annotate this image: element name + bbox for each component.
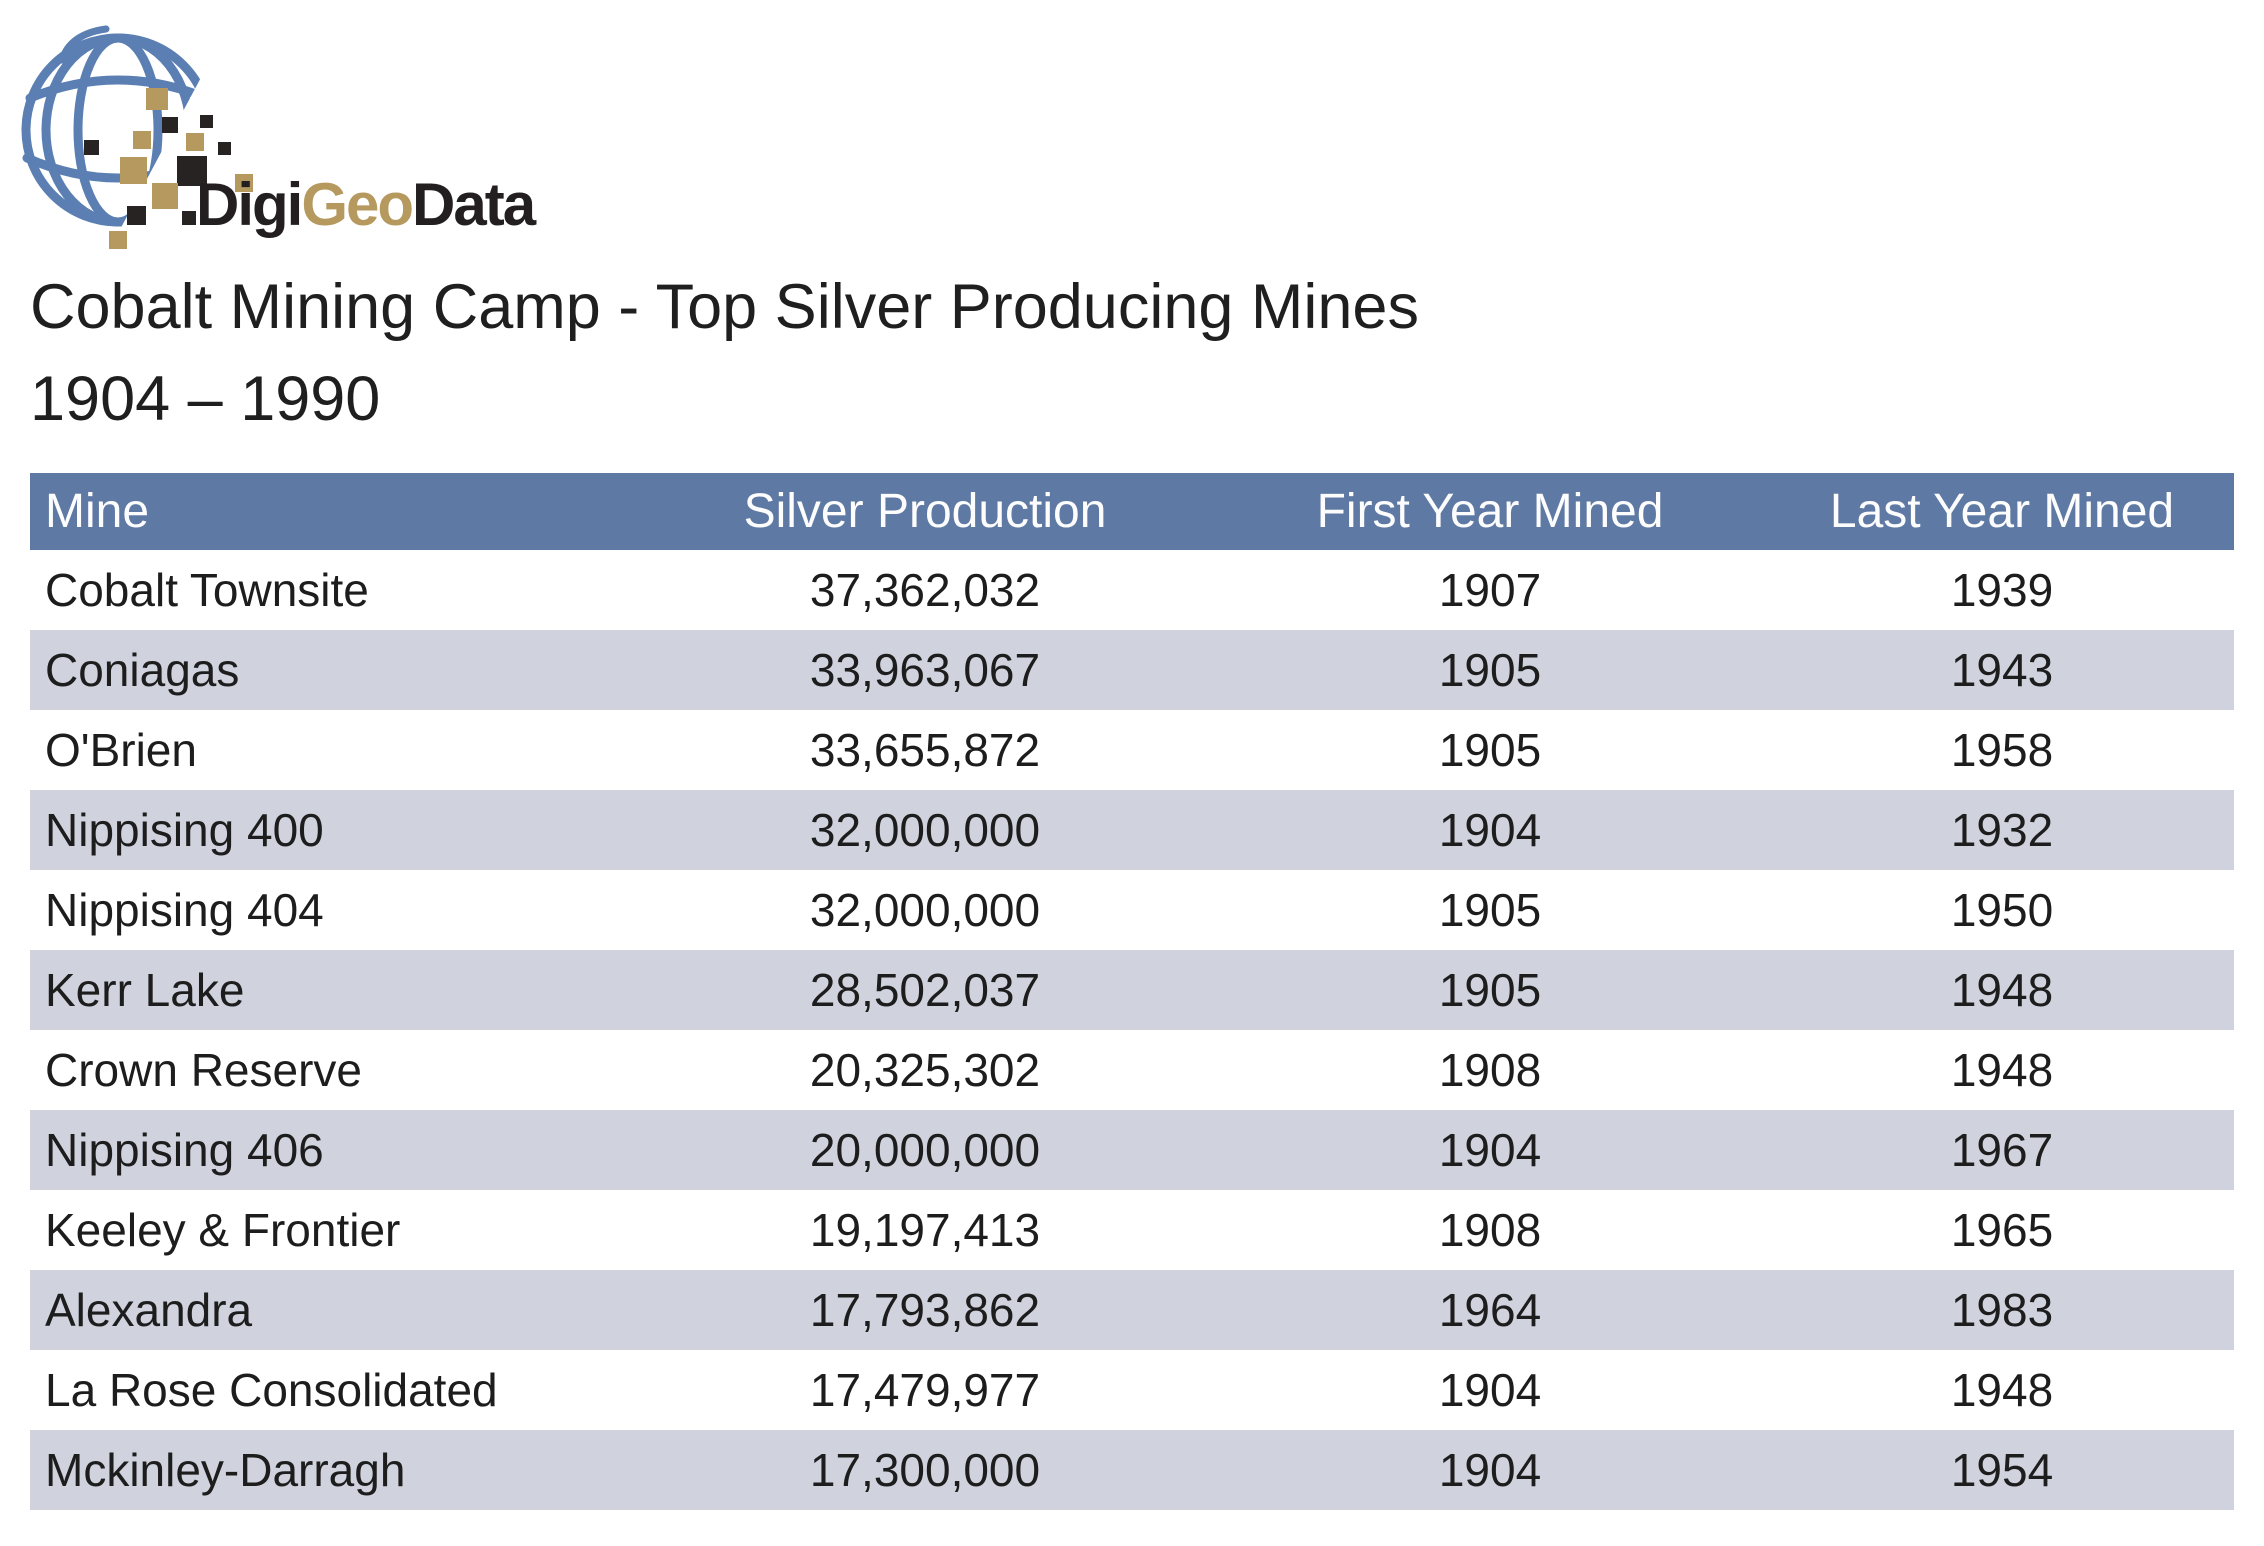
page-title: Cobalt Mining Camp - Top Silver Producin… (30, 272, 1419, 342)
brand-part-digi: Digi (196, 171, 303, 238)
mine-cell: Alexandra (45, 1284, 253, 1336)
last-year-cell: 1983 (1950, 1284, 2054, 1336)
first-year-cell: 1908 (1438, 1044, 1542, 1096)
table-row: Kerr Lake 28,502,037 1905 1948 (30, 950, 2234, 1030)
table-header-row: Mine Silver Production First Year Mined … (30, 473, 2234, 550)
production-cell: 20,325,302 (809, 1044, 1041, 1096)
silver-production-table: Mine Silver Production First Year Mined … (30, 473, 2234, 1510)
last-year-cell: 1950 (1950, 884, 2054, 936)
first-year-cell: 1964 (1438, 1284, 1542, 1336)
production-cell: 17,479,977 (809, 1364, 1041, 1416)
brand-part-data: Data (412, 171, 536, 238)
first-year-cell: 1904 (1438, 1444, 1542, 1496)
mine-cell: Nippising 400 (45, 804, 324, 856)
column-header-mine: Mine (45, 485, 150, 538)
column-header-first-year: First Year Mined (1316, 485, 1664, 538)
last-year-cell: 1932 (1950, 804, 2054, 856)
first-year-cell: 1904 (1438, 804, 1542, 856)
production-cell: 28,502,037 (809, 964, 1041, 1016)
mine-cell: Mckinley-Darragh (45, 1444, 406, 1496)
last-year-cell: 1939 (1950, 564, 2054, 616)
production-cell: 20,000,000 (809, 1124, 1041, 1176)
mine-cell: Cobalt Townsite (45, 564, 369, 616)
last-year-cell: 1958 (1950, 724, 2054, 776)
table-row: Nippising 400 32,000,000 1904 1932 (30, 790, 2234, 870)
mine-cell: Keeley & Frontier (45, 1204, 401, 1256)
last-year-cell: 1948 (1950, 1364, 2054, 1416)
production-cell: 32,000,000 (809, 804, 1041, 856)
production-cell: 17,300,000 (809, 1444, 1041, 1496)
last-year-cell: 1948 (1950, 1044, 2054, 1096)
mine-cell: Crown Reserve (45, 1044, 362, 1096)
first-year-cell: 1905 (1438, 724, 1542, 776)
table-row: Coniagas 33,963,067 1905 1943 (30, 630, 2234, 710)
last-year-cell: 1965 (1950, 1204, 2054, 1256)
table-row: Keeley & Frontier 19,197,413 1908 1965 (30, 1190, 2234, 1270)
first-year-cell: 1905 (1438, 644, 1542, 696)
last-year-cell: 1948 (1950, 964, 2054, 1016)
table-row: Nippising 404 32,000,000 1905 1950 (30, 870, 2234, 950)
table-row: Cobalt Townsite 37,362,032 1907 1939 (30, 550, 2234, 630)
table-row: La Rose Consolidated 17,479,977 1904 194… (30, 1350, 2234, 1430)
first-year-cell: 1904 (1438, 1364, 1542, 1416)
column-header-last-year: Last Year Mined (1829, 485, 2175, 538)
mine-cell: Coniagas (45, 644, 240, 696)
mine-cell: Kerr Lake (45, 964, 245, 1016)
pixel-mosaic-icon (84, 88, 253, 249)
production-cell: 19,197,413 (809, 1204, 1041, 1256)
mine-cell: Nippising 404 (45, 884, 324, 936)
first-year-cell: 1905 (1438, 884, 1542, 936)
production-cell: 33,963,067 (809, 644, 1041, 696)
production-cell: 17,793,862 (809, 1284, 1041, 1336)
mine-cell: Nippising 406 (45, 1124, 324, 1176)
production-cell: 37,362,032 (809, 564, 1041, 616)
first-year-cell: 1904 (1438, 1124, 1542, 1176)
first-year-cell: 1905 (1438, 964, 1542, 1016)
table-row: Nippising 406 20,000,000 1904 1967 (30, 1110, 2234, 1190)
column-header-production: Silver Production (743, 485, 1107, 538)
mine-cell: O'Brien (45, 724, 197, 776)
globe-icon (21, 25, 300, 300)
last-year-cell: 1943 (1950, 644, 2054, 696)
first-year-cell: 1908 (1438, 1204, 1542, 1256)
first-year-cell: 1907 (1438, 564, 1542, 616)
brand-part-geo: Geo (301, 171, 414, 238)
table-row: O'Brien 33,655,872 1905 1958 (30, 710, 2234, 790)
last-year-cell: 1967 (1950, 1124, 2054, 1176)
production-cell: 32,000,000 (809, 884, 1041, 936)
table-row: Mckinley-Darragh 17,300,000 1904 1954 (30, 1430, 2234, 1510)
last-year-cell: 1954 (1950, 1444, 2054, 1496)
brand-wordmark: DigiGeoData (196, 170, 536, 239)
mine-cell: La Rose Consolidated (45, 1364, 498, 1416)
table-row: Alexandra 17,793,862 1964 1983 (30, 1270, 2234, 1350)
page-title-years: 1904 – 1990 (30, 364, 381, 434)
table-row: Crown Reserve 20,325,302 1908 1948 (30, 1030, 2234, 1110)
production-cell: 33,655,872 (809, 724, 1041, 776)
